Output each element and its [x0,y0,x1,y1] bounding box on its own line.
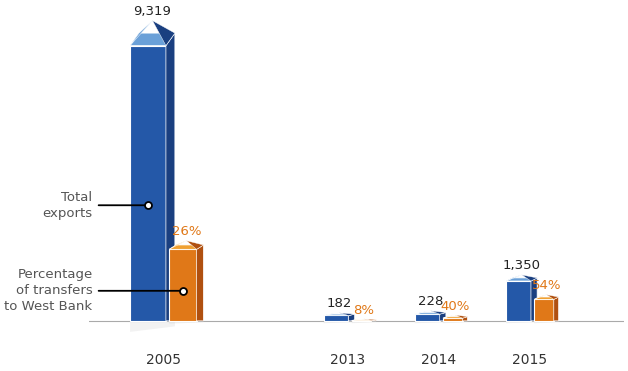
Polygon shape [506,275,522,281]
Polygon shape [554,297,559,321]
Polygon shape [534,295,546,299]
Polygon shape [462,316,467,321]
Text: 1,350: 1,350 [502,259,541,272]
Polygon shape [522,275,537,281]
Polygon shape [130,46,166,321]
Text: 9,319: 9,319 [134,5,171,18]
Polygon shape [415,312,446,314]
Polygon shape [415,311,430,314]
Polygon shape [130,320,175,332]
Polygon shape [169,321,203,324]
Polygon shape [443,315,455,318]
Polygon shape [130,33,175,46]
Polygon shape [169,249,197,321]
Text: 26%: 26% [171,225,201,238]
Text: 8%: 8% [354,303,374,316]
Polygon shape [323,313,339,315]
Polygon shape [506,321,537,323]
Polygon shape [443,318,462,321]
Text: Percentage
of transfers
to West Bank: Percentage of transfers to West Bank [4,268,92,313]
Polygon shape [364,319,376,321]
Polygon shape [352,320,376,321]
Polygon shape [323,321,355,323]
Polygon shape [153,21,175,46]
Polygon shape [130,21,153,46]
Polygon shape [415,321,446,323]
Text: 228: 228 [418,295,443,308]
Polygon shape [455,315,467,318]
Polygon shape [430,311,446,314]
Polygon shape [506,278,537,281]
Polygon shape [506,281,531,321]
Polygon shape [169,241,187,249]
Text: Total
exports: Total exports [43,191,92,220]
Polygon shape [352,321,376,323]
Polygon shape [443,321,467,323]
Polygon shape [197,245,203,321]
Polygon shape [166,33,175,321]
Polygon shape [169,245,203,249]
Text: 182: 182 [327,298,352,311]
Polygon shape [440,312,446,321]
Polygon shape [546,295,559,299]
Text: 40%: 40% [440,300,470,313]
Polygon shape [531,278,537,321]
Polygon shape [323,314,355,315]
Polygon shape [534,297,559,299]
Polygon shape [534,321,559,323]
Polygon shape [352,319,364,321]
Polygon shape [443,316,467,318]
Polygon shape [534,299,554,321]
Polygon shape [415,314,440,321]
Polygon shape [187,241,203,249]
Polygon shape [323,315,349,321]
Polygon shape [339,313,355,315]
Text: 54%: 54% [532,279,561,292]
Polygon shape [371,320,376,321]
Polygon shape [349,314,355,321]
